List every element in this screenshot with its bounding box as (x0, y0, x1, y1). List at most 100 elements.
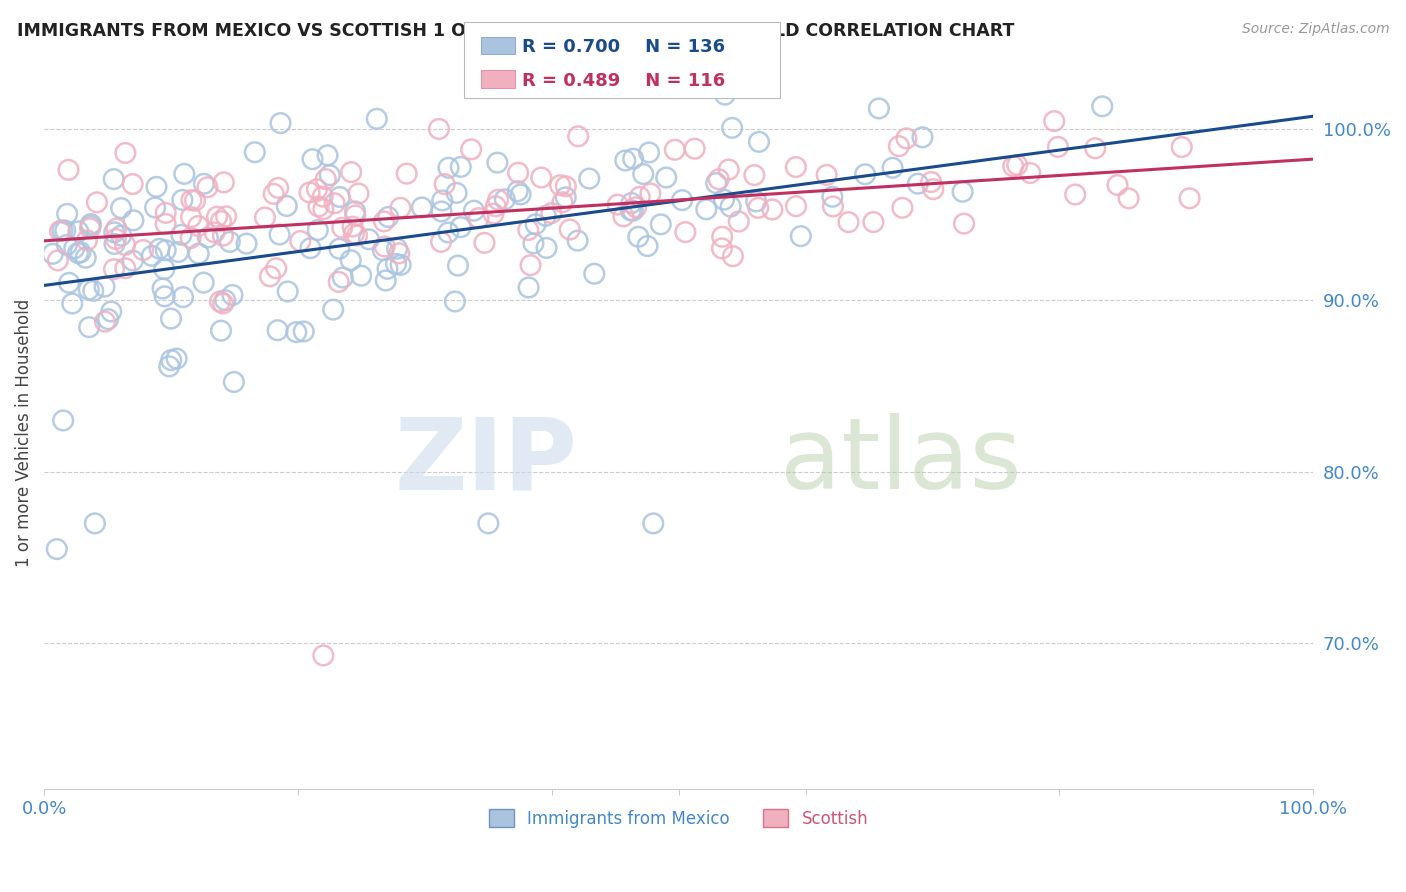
Point (94, 315, 117, 329)
Point (477, 516, 499, 531)
Point (205, 210, 228, 224)
Point (343, 227, 366, 241)
Point (66, 246, 89, 260)
Point (862, 215, 884, 229)
Point (385, 242, 408, 256)
Point (389, 258, 412, 272)
Point (145, 179, 167, 194)
Point (269, 227, 291, 242)
Point (748, 135, 770, 149)
Point (433, 177, 456, 191)
Point (612, 210, 634, 224)
Point (389, 201, 412, 215)
Point (344, 209, 367, 223)
Point (323, 196, 346, 211)
Point (215, 210, 238, 224)
Point (388, 246, 411, 260)
Point (212, 296, 235, 310)
Point (474, 235, 496, 250)
Point (437, 226, 460, 240)
Point (761, 202, 783, 217)
Point (377, 210, 399, 224)
Point (316, 148, 339, 162)
Point (209, 324, 232, 338)
Point (315, 172, 337, 186)
Point (485, 199, 508, 213)
Point (637, 239, 659, 253)
Point (308, 199, 330, 213)
Point (1084, 141, 1107, 155)
Point (720, 200, 742, 214)
Point (110, 201, 132, 215)
Point (51, 223, 73, 237)
Point (340, 165, 363, 179)
Point (395, 167, 418, 181)
Point (853, 167, 876, 181)
Point (606, 197, 628, 211)
Point (558, 222, 581, 236)
Text: R = 0.700    N = 136: R = 0.700 N = 136 (522, 38, 724, 56)
Point (717, 162, 740, 177)
Point (450, 220, 472, 235)
Point (277, 285, 299, 299)
Point (578, 171, 600, 186)
Point (173, 167, 195, 181)
Point (346, 228, 368, 243)
Point (180, 231, 202, 245)
Point (307, 223, 329, 237)
Point (132, 243, 155, 257)
Point (63, 241, 86, 255)
Point (460, 142, 482, 156)
Point (60, 296, 83, 310)
Point (148, 242, 170, 256)
Legend: Immigrants from Mexico, Scottish: Immigrants from Mexico, Scottish (482, 803, 875, 834)
Point (103, 225, 125, 239)
Point (627, 229, 650, 244)
Point (153, 289, 176, 303)
Point (727, 214, 749, 228)
Y-axis label: 1 or more Vehicles in Household: 1 or more Vehicles in Household (15, 299, 32, 567)
Point (222, 375, 245, 389)
Point (197, 230, 219, 244)
Point (100, 304, 122, 318)
Point (243, 145, 266, 160)
Point (1007, 158, 1029, 172)
Point (204, 226, 226, 240)
Point (319, 168, 342, 182)
Point (160, 353, 183, 368)
Point (437, 161, 460, 175)
Point (187, 246, 209, 260)
Point (329, 190, 352, 204)
Point (1170, 140, 1192, 154)
Point (75, 251, 97, 265)
Point (290, 234, 312, 248)
Point (713, 193, 735, 207)
Point (170, 227, 193, 242)
Point (1091, 99, 1114, 113)
Point (347, 186, 370, 201)
Point (704, 176, 727, 190)
Point (160, 311, 183, 326)
Point (640, 186, 662, 201)
Point (172, 193, 194, 207)
Point (790, 229, 813, 244)
Point (432, 194, 454, 208)
Point (821, 199, 844, 213)
Point (785, 160, 807, 174)
Point (567, 129, 589, 144)
Point (624, 200, 647, 214)
Point (312, 648, 335, 663)
Point (49, 224, 72, 238)
Point (69, 245, 91, 260)
Point (305, 182, 328, 196)
Point (292, 325, 315, 339)
Point (952, 185, 974, 199)
Point (517, 280, 540, 294)
Point (79, 219, 101, 233)
Point (121, 177, 143, 191)
Point (122, 213, 145, 227)
Point (837, 215, 859, 229)
Point (631, 167, 654, 181)
Point (650, 217, 672, 231)
Point (56, 238, 79, 252)
